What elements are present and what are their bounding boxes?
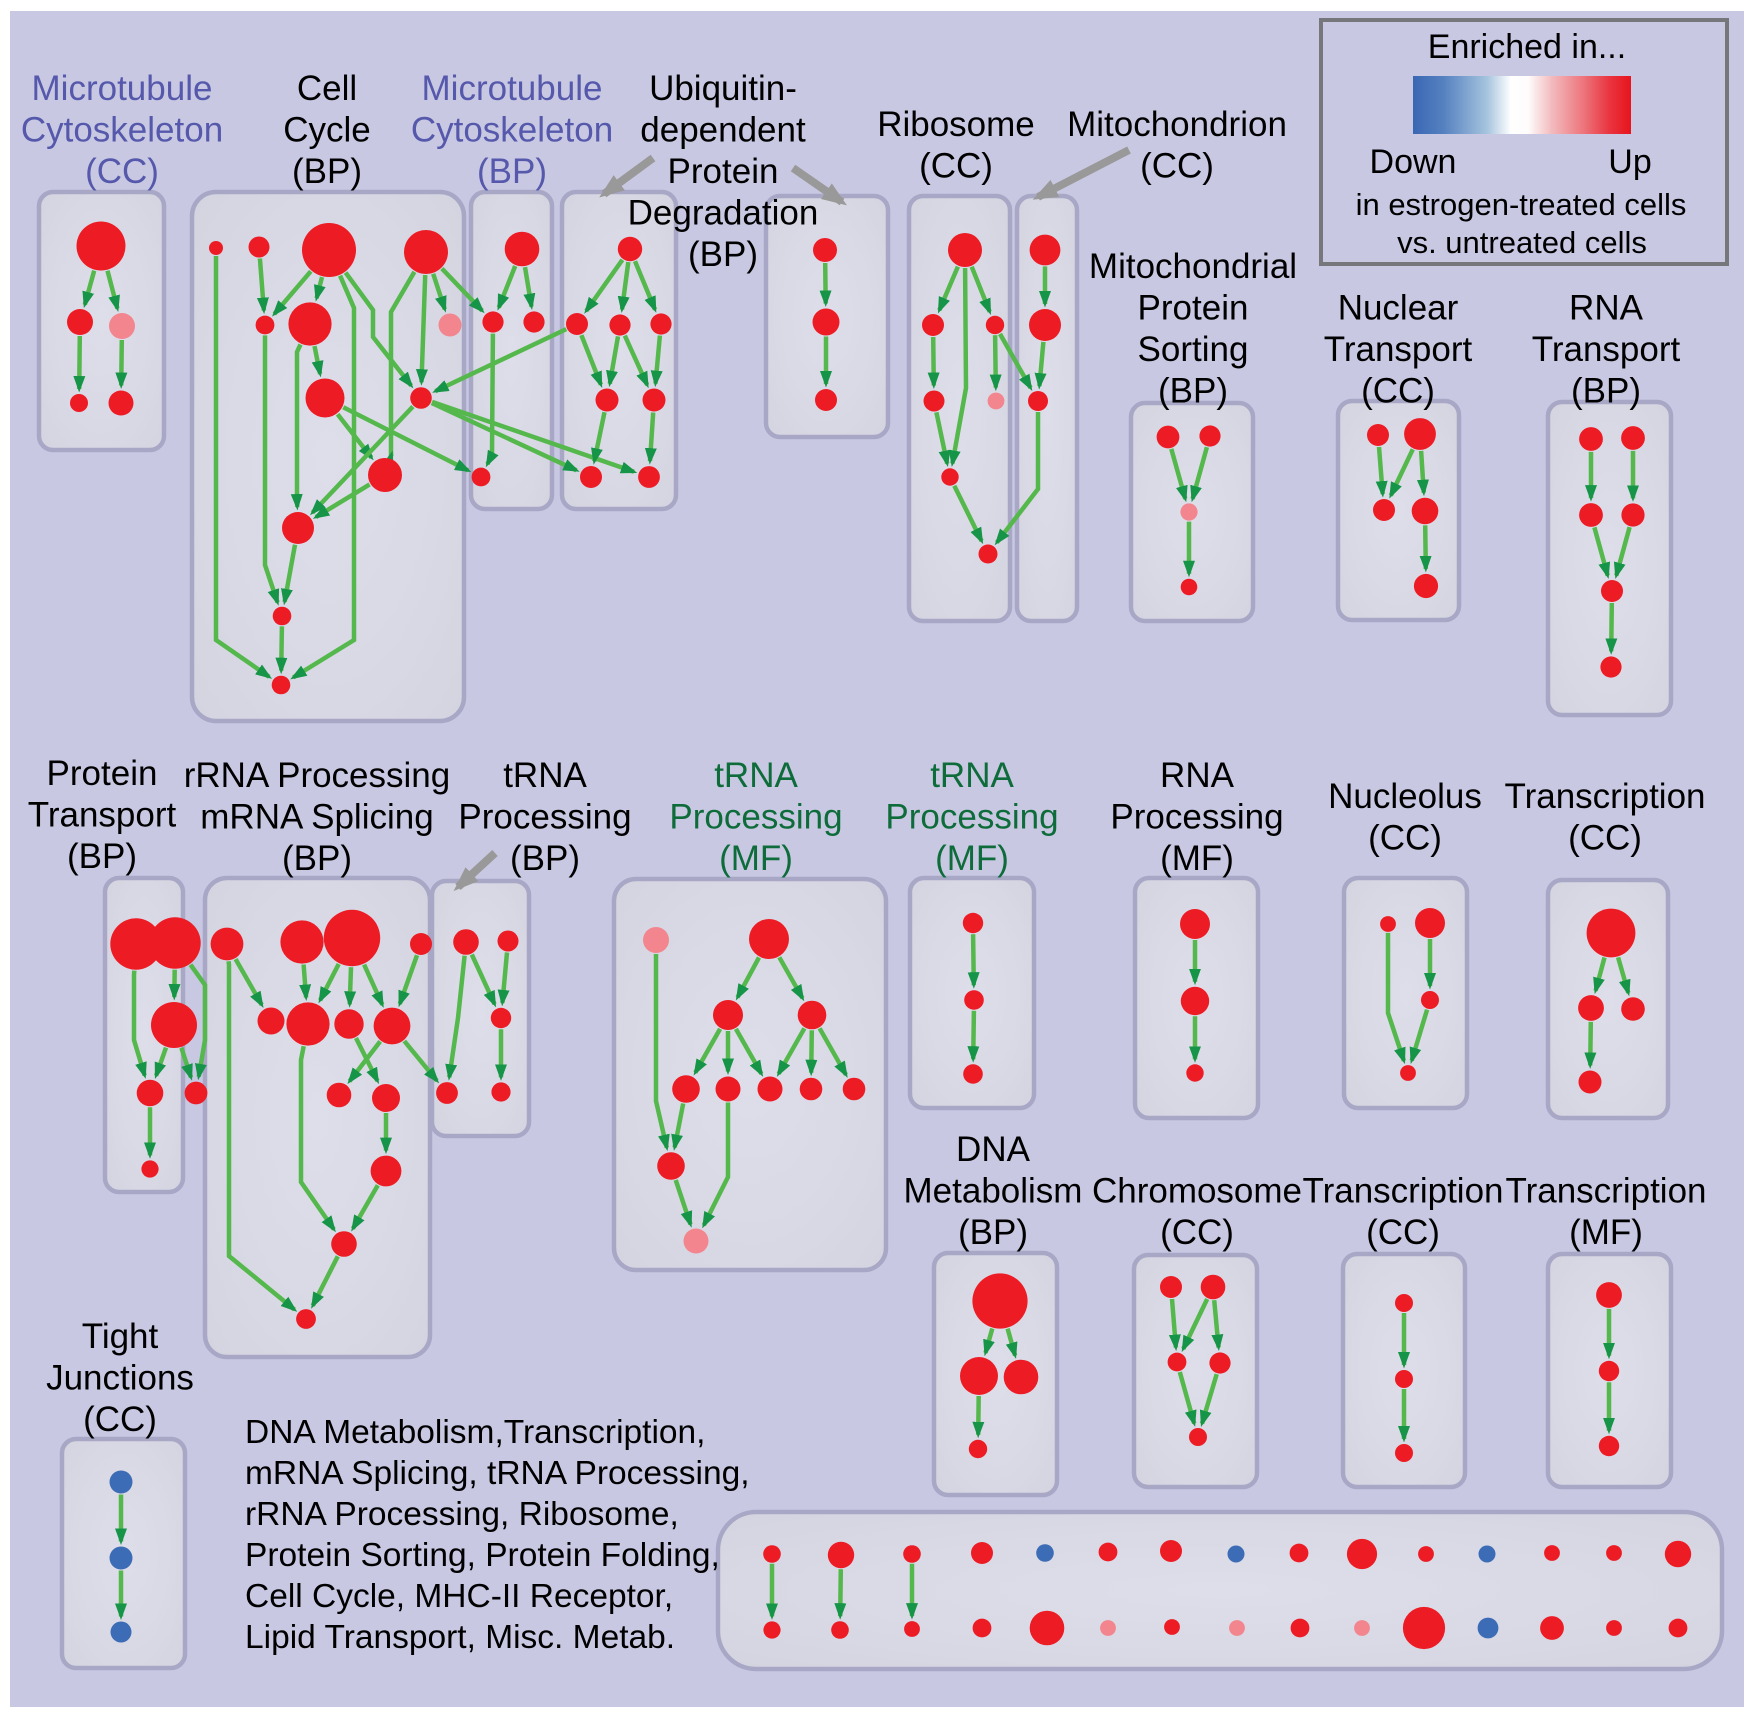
svg-text:Metabolism: Metabolism <box>904 1172 1083 1211</box>
svg-text:Ubiquitin-: Ubiquitin- <box>649 69 797 108</box>
svg-text:dependent: dependent <box>640 111 806 150</box>
svg-text:(CC): (CC) <box>919 147 993 186</box>
svg-text:in estrogen-treated cells: in estrogen-treated cells <box>1356 187 1687 222</box>
svg-text:(CC): (CC) <box>1160 1213 1234 1252</box>
svg-text:(CC): (CC) <box>1568 819 1642 858</box>
svg-text:mRNA Splicing: mRNA Splicing <box>200 798 433 837</box>
svg-text:Protein: Protein <box>1138 289 1249 328</box>
svg-text:tRNA: tRNA <box>503 756 587 795</box>
svg-text:Mitochondrial: Mitochondrial <box>1089 247 1297 286</box>
svg-text:Transport: Transport <box>1532 330 1681 369</box>
svg-text:rRNA Processing, Ribosome,: rRNA Processing, Ribosome, <box>245 1496 679 1533</box>
svg-text:Cell: Cell <box>297 69 357 108</box>
svg-text:rRNA Processing: rRNA Processing <box>184 756 450 795</box>
svg-text:(CC): (CC) <box>1140 147 1214 186</box>
svg-text:Processing: Processing <box>885 798 1058 837</box>
svg-text:Enriched in...: Enriched in... <box>1428 28 1626 66</box>
svg-text:Microtubule: Microtubule <box>32 69 213 108</box>
svg-text:Transport: Transport <box>1324 330 1473 369</box>
svg-text:(MF): (MF) <box>1569 1213 1643 1252</box>
svg-text:Cytoskeleton: Cytoskeleton <box>411 111 613 150</box>
svg-text:Tight: Tight <box>82 1317 159 1356</box>
svg-text:Processing: Processing <box>458 798 631 837</box>
svg-text:Chromosome: Chromosome <box>1092 1172 1302 1211</box>
svg-text:Mitochondrion: Mitochondrion <box>1067 105 1287 144</box>
svg-text:(CC): (CC) <box>1361 372 1435 411</box>
svg-text:(MF): (MF) <box>935 839 1009 878</box>
svg-text:Processing: Processing <box>1110 798 1283 837</box>
svg-text:DNA: DNA <box>956 1130 1031 1169</box>
svg-text:Processing: Processing <box>669 798 842 837</box>
svg-text:(MF): (MF) <box>719 839 793 878</box>
svg-text:Degradation: Degradation <box>628 194 819 233</box>
svg-text:Cell Cycle, MHC-II Receptor,: Cell Cycle, MHC-II Receptor, <box>245 1578 673 1615</box>
svg-text:Up: Up <box>1608 143 1651 181</box>
svg-text:(BP): (BP) <box>292 152 362 191</box>
svg-text:RNA: RNA <box>1569 289 1644 328</box>
svg-text:tRNA: tRNA <box>714 756 798 795</box>
svg-text:vs. untreated cells: vs. untreated cells <box>1397 225 1647 260</box>
svg-text:(BP): (BP) <box>958 1213 1028 1252</box>
svg-text:(BP): (BP) <box>688 235 758 274</box>
svg-text:Nuclear: Nuclear <box>1338 289 1459 328</box>
svg-text:(CC): (CC) <box>83 1400 157 1439</box>
svg-text:Ribosome: Ribosome <box>877 105 1035 144</box>
svg-text:(BP): (BP) <box>510 839 580 878</box>
svg-text:Cytoskeleton: Cytoskeleton <box>21 111 223 150</box>
svg-text:(BP): (BP) <box>282 839 352 878</box>
svg-text:tRNA: tRNA <box>930 756 1014 795</box>
svg-text:Nucleolus: Nucleolus <box>1328 777 1482 816</box>
svg-text:Cycle: Cycle <box>283 111 371 150</box>
svg-text:Microtubule: Microtubule <box>422 69 603 108</box>
svg-text:(BP): (BP) <box>1158 372 1228 411</box>
svg-text:(CC): (CC) <box>1368 819 1442 858</box>
svg-text:DNA Metabolism,Transcription,: DNA Metabolism,Transcription, <box>245 1414 705 1451</box>
svg-text:(BP): (BP) <box>67 837 137 876</box>
svg-text:Sorting: Sorting <box>1138 330 1249 369</box>
svg-text:Lipid Transport, Misc. Metab.: Lipid Transport, Misc. Metab. <box>245 1619 675 1656</box>
svg-text:(BP): (BP) <box>477 152 547 191</box>
svg-text:mRNA Splicing, tRNA Processing: mRNA Splicing, tRNA Processing, <box>245 1455 750 1492</box>
svg-text:Protein: Protein <box>668 152 779 191</box>
svg-text:Junctions: Junctions <box>46 1359 194 1398</box>
svg-text:RNA: RNA <box>1160 756 1235 795</box>
svg-text:Transport: Transport <box>28 796 177 835</box>
svg-text:Protein Sorting, Protein Foldi: Protein Sorting, Protein Folding, <box>245 1537 720 1574</box>
svg-text:Transcription: Transcription <box>1505 777 1706 816</box>
svg-text:(CC): (CC) <box>85 152 159 191</box>
svg-text:(BP): (BP) <box>1571 372 1641 411</box>
svg-text:Transcription: Transcription <box>1506 1172 1707 1211</box>
svg-text:Transcription: Transcription <box>1303 1172 1504 1211</box>
svg-text:(MF): (MF) <box>1160 839 1234 878</box>
svg-text:(CC): (CC) <box>1366 1213 1440 1252</box>
svg-text:Down: Down <box>1370 143 1457 181</box>
svg-text:Protein: Protein <box>47 754 158 793</box>
